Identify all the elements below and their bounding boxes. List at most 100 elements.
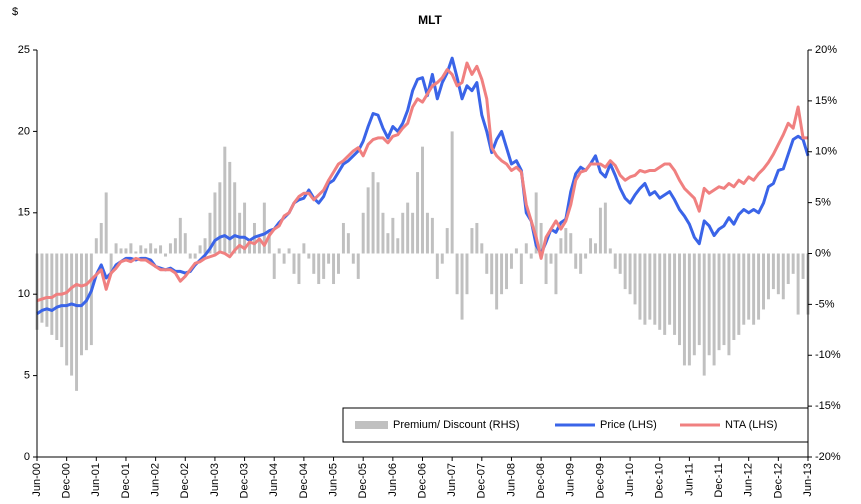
- bar: [445, 228, 449, 254]
- bar: [697, 253, 701, 346]
- y-tick-label: 20: [18, 125, 30, 137]
- bar: [243, 202, 247, 254]
- bar: [584, 253, 588, 259]
- y2-tick-label: 0%: [815, 247, 831, 259]
- bar: [554, 253, 558, 295]
- bar: [658, 253, 662, 330]
- x-tick-label: Jun-12: [743, 463, 755, 497]
- bar: [529, 253, 533, 259]
- bar: [633, 253, 637, 305]
- bar: [455, 253, 459, 295]
- bar: [776, 253, 780, 295]
- bar: [223, 146, 227, 254]
- bar: [766, 253, 770, 300]
- bar: [198, 245, 202, 254]
- bar: [416, 172, 420, 254]
- bar: [475, 222, 479, 254]
- bar: [50, 253, 54, 335]
- bar: [490, 253, 494, 295]
- bar: [569, 233, 573, 254]
- bar: [500, 253, 504, 295]
- y-tick-label: 15: [18, 207, 30, 219]
- bar: [762, 253, 766, 310]
- bar: [559, 238, 563, 254]
- bar: [771, 253, 775, 290]
- bar: [534, 192, 538, 254]
- bar: [470, 228, 474, 254]
- bar: [129, 243, 133, 254]
- bar: [282, 253, 286, 264]
- bar: [485, 253, 489, 274]
- bar: [524, 243, 528, 254]
- y2-tick-label: -10%: [815, 349, 841, 361]
- bar: [322, 253, 326, 279]
- bar: [45, 253, 49, 327]
- x-tick-label: Dec-11: [713, 463, 725, 498]
- bar: [396, 238, 400, 254]
- y-tick-label: 10: [18, 288, 30, 300]
- x-tick-label: Dec-09: [594, 463, 606, 498]
- bar: [302, 243, 306, 254]
- bar: [618, 253, 622, 274]
- bar: [480, 243, 484, 254]
- x-tick-label: Dec-04: [298, 463, 310, 498]
- bar: [747, 253, 751, 320]
- legend: Premium/ Discount (RHS) Price (LHS) NTA (L…: [342, 407, 809, 443]
- bar: [786, 253, 790, 285]
- x-tick-label: Jun-13: [802, 463, 814, 497]
- bar: [351, 253, 355, 264]
- bar: [430, 217, 434, 254]
- x-tick-label: Jun-11: [683, 463, 695, 496]
- bar: [687, 253, 691, 366]
- x-tick-label: Dec-08: [535, 463, 547, 498]
- bar: [678, 253, 681, 346]
- bar: [717, 253, 721, 351]
- bar: [712, 253, 716, 366]
- x-tick-label: Dec-01: [120, 463, 132, 498]
- bar: [707, 253, 711, 356]
- bar: [356, 253, 360, 279]
- legend-label: Premium/ Discount (RHS): [393, 419, 520, 431]
- bar: [193, 253, 197, 259]
- bar: [134, 251, 138, 254]
- bar: [613, 253, 617, 269]
- bar: [277, 248, 281, 254]
- bar: [401, 212, 405, 254]
- x-tick-label: Jun-02: [150, 463, 162, 497]
- bar: [203, 238, 207, 254]
- x-tick-label: Jun-04: [268, 463, 280, 497]
- bar: [297, 253, 301, 285]
- legend-swatch: [355, 421, 388, 429]
- bar: [722, 253, 726, 346]
- y-tick-label: 25: [18, 44, 30, 56]
- bar: [460, 253, 464, 320]
- bar: [332, 253, 336, 285]
- bar: [292, 253, 296, 274]
- x-tick-label: Jun-08: [505, 463, 517, 497]
- bar: [238, 212, 242, 254]
- bar: [124, 248, 128, 254]
- x-tick-label: Dec-10: [654, 463, 666, 498]
- line-series: [36, 61, 808, 303]
- bar: [505, 253, 509, 290]
- bar: [267, 233, 271, 254]
- bar: [376, 182, 380, 254]
- bar: [386, 233, 390, 254]
- bar: [248, 243, 252, 254]
- x-tick-label: Dec-03: [238, 463, 250, 498]
- y2-tick-label: -15%: [815, 400, 841, 412]
- bar: [183, 233, 187, 254]
- bar: [593, 243, 597, 254]
- bar: [752, 253, 756, 325]
- bar: [149, 243, 153, 254]
- x-tick-label: Jun-06: [387, 463, 399, 497]
- bar: [55, 253, 59, 340]
- bar: [341, 222, 345, 254]
- bar: [154, 248, 158, 254]
- bar: [327, 253, 331, 264]
- bar: [692, 253, 696, 356]
- bar: [791, 253, 795, 274]
- x-tick-label: Dec-07: [476, 463, 488, 498]
- x-tick-label: Jun-00: [31, 463, 43, 497]
